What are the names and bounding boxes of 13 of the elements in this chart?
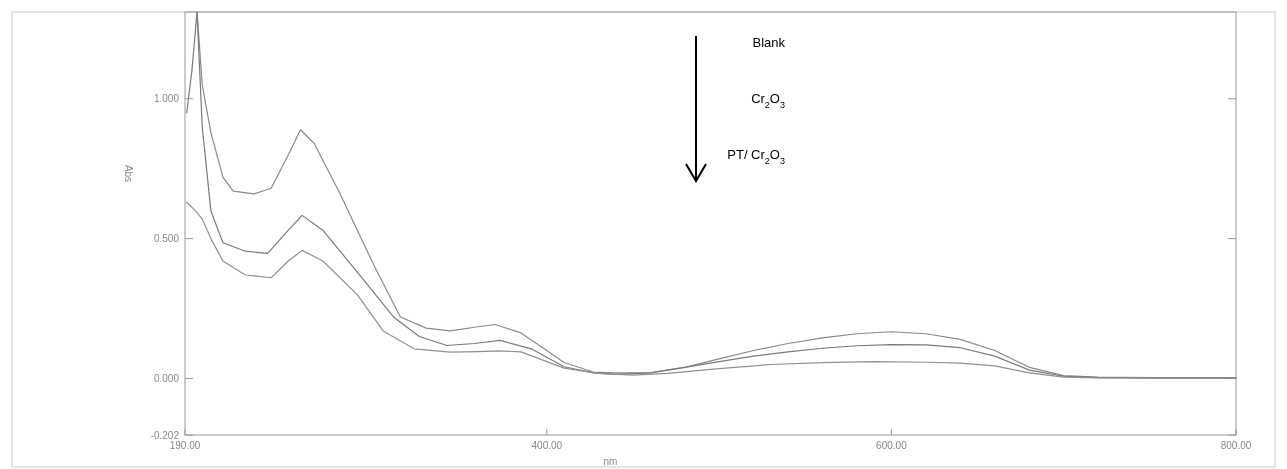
x-tick-label: 190.00 <box>169 440 201 451</box>
annotation: Blank <box>752 35 786 50</box>
y-tick-label: 0.500 <box>153 233 180 245</box>
x-tick-label: 600.00 <box>876 440 908 451</box>
x-tick-label: 400.00 <box>531 440 563 451</box>
y-tick-label: 1.000 <box>153 93 180 105</box>
y-axis-title: Abs <box>123 164 134 183</box>
x-axis-title: nm <box>603 456 618 467</box>
y-tick-label: -0.202 <box>150 429 180 441</box>
annotation: Cr$_{2}$O$_{3}$ <box>751 91 785 110</box>
annotation: PT/ Cr$_{2}$O$_{3}$ <box>727 147 785 166</box>
x-tick-label: 800.00 <box>1220 440 1252 451</box>
y-tick-label: 0.000 <box>153 372 180 384</box>
